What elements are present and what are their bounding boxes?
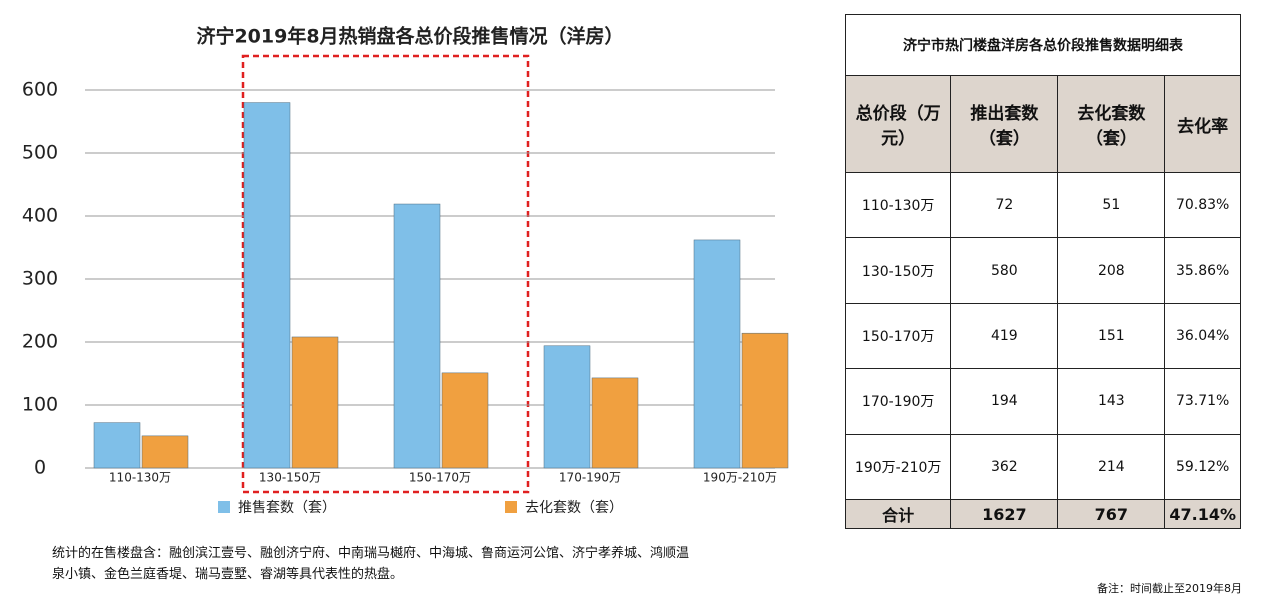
bar — [591, 377, 639, 469]
bar — [693, 239, 741, 469]
cell: 51 — [1057, 171, 1166, 239]
header-cell: 推出套数（套） — [950, 75, 1059, 173]
legend-label: 推售套数（套） — [238, 500, 336, 516]
cell: 362 — [950, 433, 1059, 501]
cell: 580 — [950, 237, 1059, 304]
data-table: 济宁市热门楼盘洋房各总价段推售数据明细表 总价段（万元） 推出套数（套） 去化套数（… — [844, 14, 1241, 529]
header-cell: 去化率 — [1164, 75, 1241, 173]
y-tick-label: 300 — [22, 268, 58, 290]
total-cell: 47.14% — [1164, 499, 1241, 529]
row: 170-190万 194 143 73.71% — [844, 368, 1241, 435]
bar — [291, 336, 339, 469]
x-tick-label: 130-150万 — [259, 471, 321, 485]
bar — [141, 435, 189, 469]
legend-swatch — [218, 501, 230, 513]
cell: 35.86% — [1164, 237, 1241, 304]
total-cell: 767 — [1057, 499, 1166, 529]
cell: 214 — [1057, 433, 1166, 501]
row: 190万-210万 362 214 59.12% — [844, 433, 1241, 501]
chart-title: 济宁2019年8月热销盘各总价段推售情况（洋房） — [196, 25, 623, 48]
chart: 济宁2019年8月热销盘各总价段推售情况（洋房） 0 100 200 300 400 50… — [22, 25, 789, 516]
y-tick-label: 600 — [22, 79, 58, 101]
table-title: 济宁市热门楼盘洋房各总价段推售数据明细表 — [845, 14, 1241, 76]
cell: 208 — [1057, 237, 1166, 304]
bar — [243, 102, 291, 469]
x-tick-label: 150-170万 — [409, 471, 471, 485]
y-tick-label: 0 — [34, 457, 46, 479]
y-tick-label: 400 — [22, 205, 58, 227]
cell: 143 — [1057, 368, 1166, 435]
row: 130-150万 580 208 35.86% — [844, 237, 1241, 304]
bar — [93, 422, 141, 469]
x-tick-label: 110-130万 — [109, 471, 171, 485]
x-tick-label: 190万-210万 — [703, 471, 777, 485]
cell: 150-170万 — [844, 302, 952, 370]
row: 110-130万 72 51 70.83% — [844, 171, 1241, 239]
header-cell: 去化套数（套） — [1057, 75, 1166, 173]
total-cell: 合计 — [844, 499, 952, 529]
cell: 170-190万 — [844, 368, 952, 435]
total-cell: 1627 — [950, 499, 1059, 529]
cell: 36.04% — [1164, 302, 1241, 370]
cell: 73.71% — [1164, 368, 1241, 435]
cell: 59.12% — [1164, 433, 1241, 501]
y-tick-label: 500 — [22, 142, 58, 164]
note: 备注：时间截止至2019年8月 — [1097, 582, 1242, 595]
cell: 110-130万 — [844, 171, 952, 239]
y-tick-label: 100 — [22, 394, 58, 416]
cell: 419 — [950, 302, 1059, 370]
bar — [393, 203, 441, 469]
cell: 190万-210万 — [844, 433, 952, 501]
highlight-box — [241, 54, 530, 494]
bar — [543, 345, 591, 469]
y-tick-label: 200 — [22, 331, 58, 353]
cell: 72 — [950, 171, 1059, 239]
cell: 130-150万 — [844, 237, 952, 304]
cell: 70.83% — [1164, 171, 1241, 239]
row: 150-170万 419 151 36.04% — [844, 302, 1241, 370]
bar — [741, 332, 789, 469]
footnote: 统计的在售楼盘含：融创滨江壹号、融创济宁府、中南瑞马樾府、中海城、鲁商运河公馆、… — [52, 546, 690, 582]
header-cell: 总价段（万元） — [844, 75, 952, 173]
cell: 151 — [1057, 302, 1166, 370]
legend-label: 去化套数（套） — [525, 500, 623, 516]
bar — [441, 372, 489, 469]
x-tick-label: 170-190万 — [559, 471, 621, 485]
legend-swatch — [505, 501, 517, 513]
cell: 194 — [950, 368, 1059, 435]
